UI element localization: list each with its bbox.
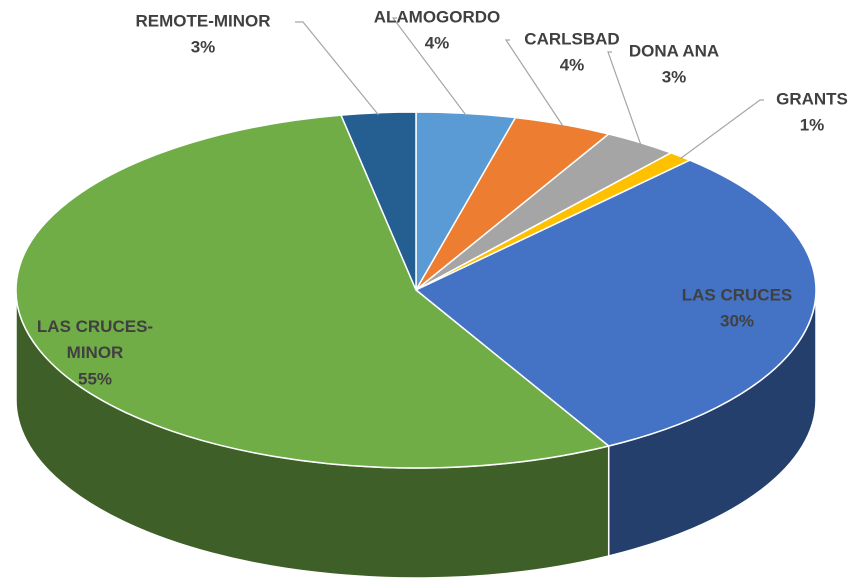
value-label: 55%: [78, 369, 112, 388]
data-label: DONA ANA: [629, 41, 719, 60]
label-line: MINOR: [67, 343, 124, 362]
data-label: GRANTS: [776, 89, 848, 108]
value-label: 4%: [560, 55, 585, 74]
value-label: 1%: [800, 115, 825, 134]
data-label: LAS CRUCES- MINOR: [37, 317, 153, 362]
leader-line: [295, 21, 379, 116]
data-label: REMOTE-MINOR: [135, 11, 270, 30]
pie-slice: [339, 111, 417, 291]
value-label: 3%: [191, 37, 216, 56]
pie-slice: [15, 114, 611, 469]
data-label: LAS CRUCES: [682, 285, 793, 304]
leader-line: [391, 17, 467, 116]
data-label: CARLSBAD: [524, 29, 619, 48]
pie-slice: [414, 159, 817, 447]
label-line: LAS CRUCES-: [37, 317, 153, 336]
value-label: 3%: [662, 67, 687, 86]
leader-line: [607, 51, 642, 145]
data-label: ALAMOGORDO: [374, 7, 501, 26]
leader-line: [504, 39, 564, 127]
leader-line: [680, 99, 764, 159]
value-label: 4%: [425, 33, 450, 52]
value-label: 30%: [720, 311, 754, 330]
